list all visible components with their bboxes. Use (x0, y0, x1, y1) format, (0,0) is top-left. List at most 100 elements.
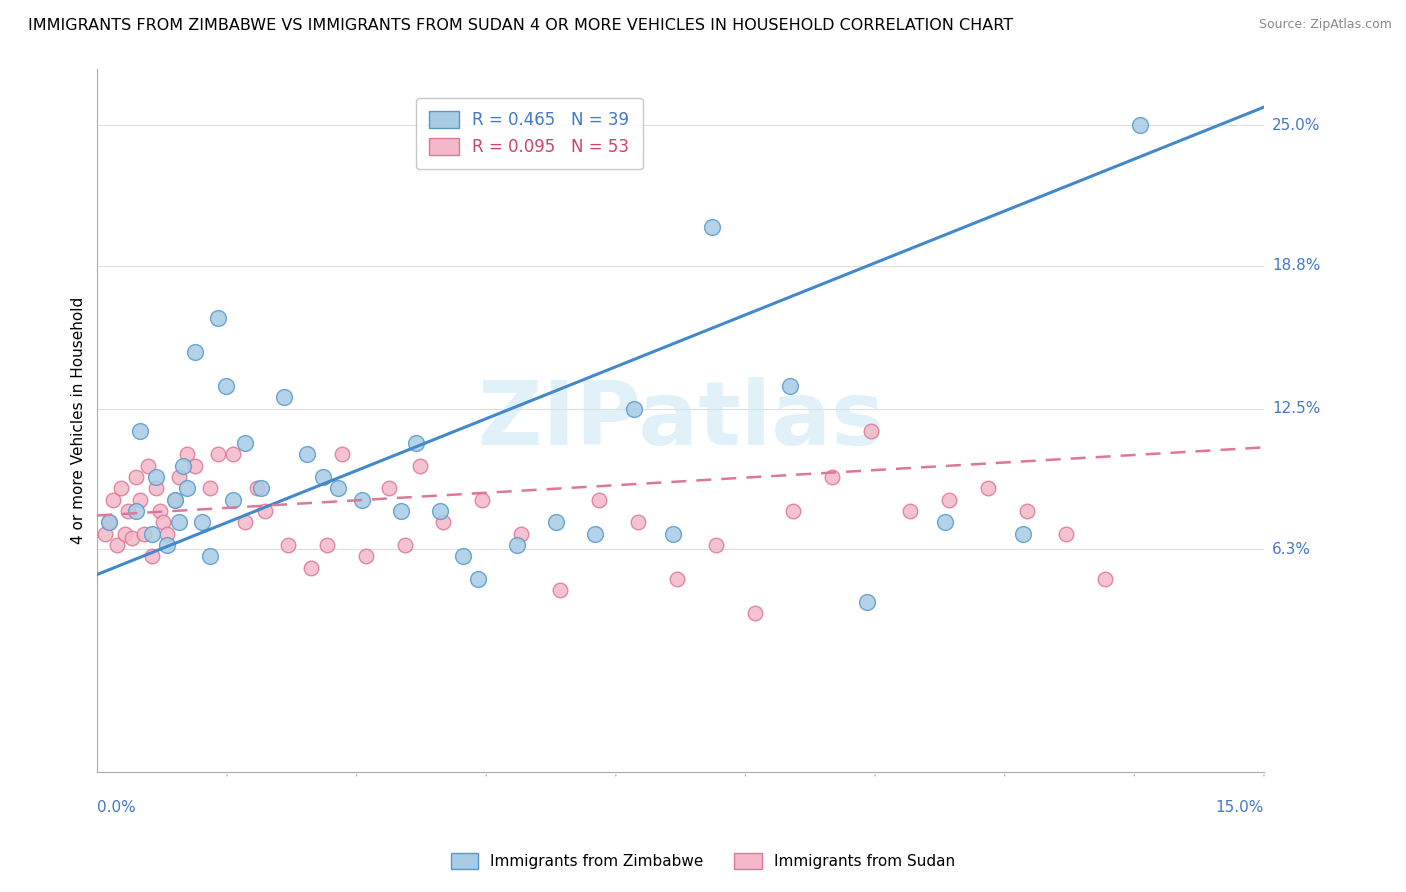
Point (467, 572, 489, 586)
Point (328, 481, 350, 495)
Point (1015, 504, 1038, 518)
Point (623, 401, 645, 416)
Point (148, 504, 170, 518)
Point (98, 515, 121, 529)
Point (141, 526, 163, 541)
Point (744, 606, 766, 620)
Point (378, 481, 401, 495)
Point (94, 526, 117, 541)
Point (330, 447, 353, 461)
Point (471, 492, 494, 507)
Point (977, 481, 1000, 495)
Point (860, 425, 883, 439)
Text: 18.8%: 18.8% (1272, 259, 1320, 273)
Y-axis label: 4 or more Vehicles in Household: 4 or more Vehicles in Household (72, 296, 86, 544)
Point (277, 538, 299, 552)
Point (934, 515, 956, 529)
Point (132, 526, 155, 541)
Point (183, 345, 205, 359)
Point (700, 220, 723, 235)
Point (125, 470, 148, 484)
Point (662, 526, 685, 541)
Point (129, 492, 152, 507)
Point (156, 538, 179, 552)
Point (704, 538, 727, 552)
Point (156, 526, 179, 541)
Point (183, 458, 205, 473)
Point (394, 538, 416, 552)
Text: 15.0%: 15.0% (1216, 799, 1264, 814)
Point (176, 447, 198, 461)
Point (233, 515, 256, 529)
Point (233, 435, 256, 450)
Point (510, 526, 533, 541)
Point (129, 425, 152, 439)
Text: Source: ZipAtlas.com: Source: ZipAtlas.com (1258, 18, 1392, 31)
Text: 25.0%: 25.0% (1272, 118, 1320, 133)
Point (588, 492, 610, 507)
Point (273, 391, 295, 405)
Point (312, 470, 335, 484)
Point (429, 504, 451, 518)
Point (315, 538, 337, 552)
Point (121, 531, 143, 545)
Point (198, 481, 221, 495)
Point (165, 492, 187, 507)
Point (297, 447, 319, 461)
Point (172, 458, 194, 473)
Point (1128, 118, 1150, 132)
Point (101, 492, 124, 507)
Point (215, 379, 238, 393)
Point (1012, 526, 1035, 541)
Point (350, 492, 373, 507)
Point (779, 379, 801, 393)
Point (249, 481, 271, 495)
Point (167, 470, 190, 484)
Point (1094, 572, 1116, 586)
Point (110, 481, 132, 495)
Point (145, 481, 167, 495)
Point (821, 470, 844, 484)
Point (548, 583, 571, 598)
Point (627, 515, 650, 529)
Point (207, 447, 229, 461)
Point (409, 458, 432, 473)
Point (354, 549, 377, 564)
Point (546, 515, 568, 529)
Point (167, 515, 190, 529)
Text: 6.3%: 6.3% (1272, 542, 1312, 557)
Point (246, 481, 269, 495)
Point (389, 504, 412, 518)
Point (222, 492, 245, 507)
Point (145, 470, 167, 484)
Point (125, 504, 148, 518)
Point (198, 549, 221, 564)
Text: 0.0%: 0.0% (97, 799, 136, 814)
Point (506, 538, 529, 552)
Point (451, 549, 474, 564)
Point (165, 492, 187, 507)
Point (405, 435, 427, 450)
Point (117, 504, 139, 518)
Point (898, 504, 921, 518)
Point (1054, 526, 1077, 541)
Point (136, 458, 159, 473)
Point (98, 515, 121, 529)
Point (299, 560, 322, 574)
Legend: R = 0.465   N = 39, R = 0.095   N = 53: R = 0.465 N = 39, R = 0.095 N = 53 (416, 98, 643, 169)
Point (207, 311, 229, 326)
Point (222, 447, 245, 461)
Point (665, 572, 688, 586)
Text: 12.5%: 12.5% (1272, 401, 1320, 417)
Point (782, 504, 804, 518)
Point (152, 515, 174, 529)
Point (583, 526, 606, 541)
Text: IMMIGRANTS FROM ZIMBABWE VS IMMIGRANTS FROM SUDAN 4 OR MORE VEHICLES IN HOUSEHOL: IMMIGRANTS FROM ZIMBABWE VS IMMIGRANTS F… (28, 18, 1014, 33)
Text: ZIPatlas: ZIPatlas (478, 376, 884, 464)
Point (141, 549, 163, 564)
Point (253, 504, 276, 518)
Legend: Immigrants from Zimbabwe, Immigrants from Sudan: Immigrants from Zimbabwe, Immigrants fro… (444, 847, 962, 875)
Point (114, 526, 136, 541)
Point (176, 481, 198, 495)
Point (432, 515, 454, 529)
